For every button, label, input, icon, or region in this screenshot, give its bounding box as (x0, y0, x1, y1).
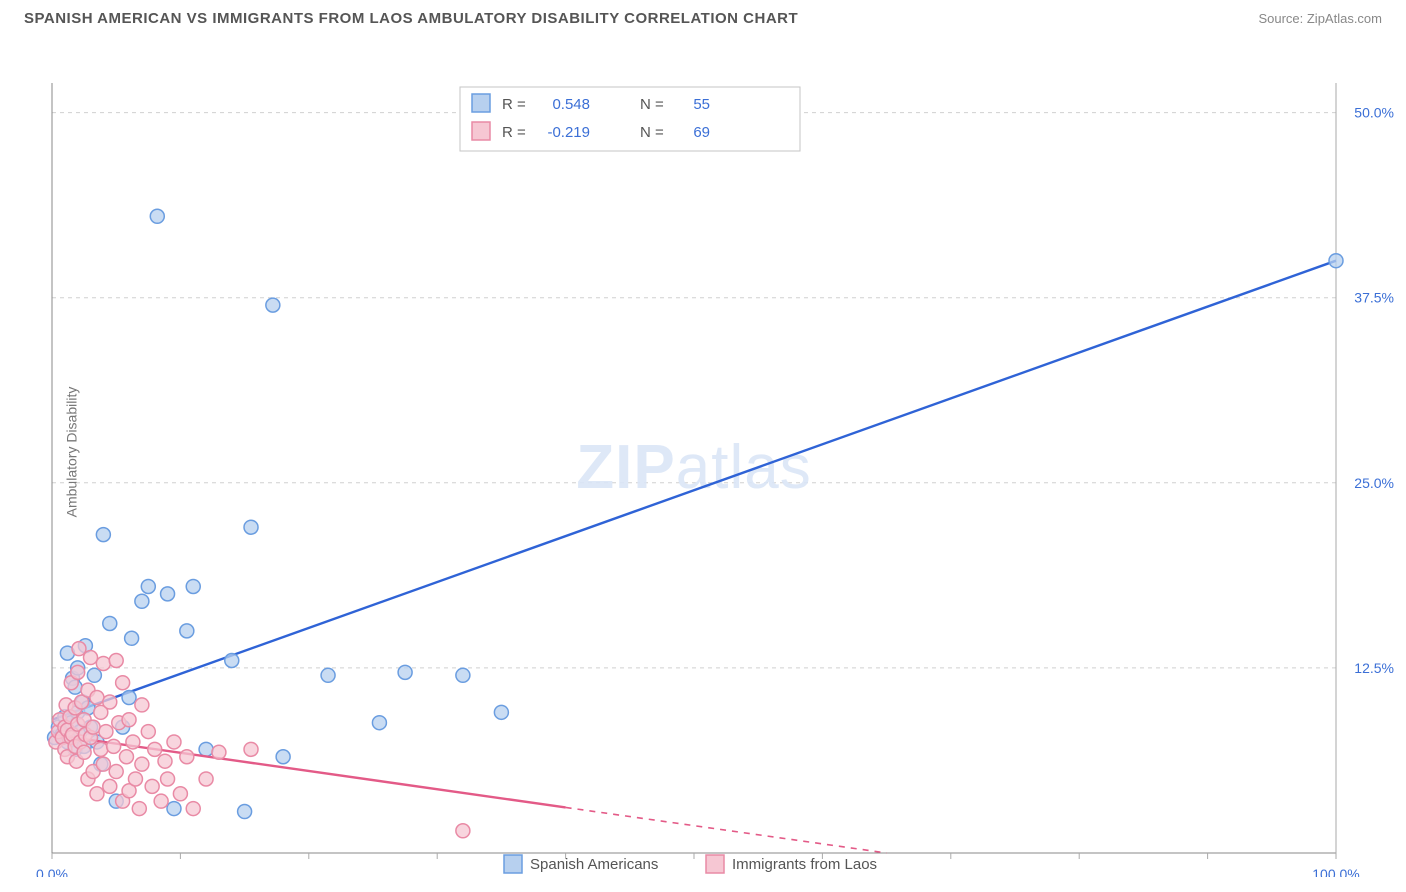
x-tick-label: 100.0% (1312, 866, 1359, 877)
chart-header: SPANISH AMERICAN VS IMMIGRANTS FROM LAOS… (0, 0, 1406, 27)
data-point (96, 757, 110, 771)
data-point (225, 654, 239, 668)
data-point (87, 668, 101, 682)
data-point (199, 742, 213, 756)
watermark-text: ZIPatlas (576, 433, 811, 502)
data-point (167, 802, 181, 816)
data-point (96, 528, 110, 542)
data-point (103, 779, 117, 793)
data-point (71, 665, 85, 679)
data-point (128, 772, 142, 786)
y-tick-label: 50.0% (1354, 105, 1394, 121)
data-point (372, 716, 386, 730)
data-point (96, 656, 110, 670)
legend-swatch (504, 855, 522, 873)
data-point (148, 742, 162, 756)
y-tick-label: 12.5% (1354, 660, 1394, 676)
data-point (456, 824, 470, 838)
legend-swatch (706, 855, 724, 873)
data-point (161, 587, 175, 601)
data-point (109, 765, 123, 779)
data-point (161, 772, 175, 786)
y-axis-label: Ambulatory Disability (63, 387, 79, 518)
data-point (72, 642, 86, 656)
data-point (1329, 254, 1343, 268)
source-attribution: Source: ZipAtlas.com (1258, 11, 1382, 26)
data-point (107, 739, 121, 753)
y-tick-label: 25.0% (1354, 475, 1394, 491)
data-point (173, 787, 187, 801)
data-point (244, 742, 258, 756)
data-point (90, 787, 104, 801)
data-point (109, 654, 123, 668)
legend-r-value: 0.548 (552, 96, 590, 113)
data-point (103, 695, 117, 709)
legend-r-label: R = (502, 124, 526, 141)
data-point (122, 691, 136, 705)
data-point (238, 805, 252, 819)
data-point (103, 616, 117, 630)
data-point (122, 713, 136, 727)
legend-n-value: 69 (693, 124, 710, 141)
trend-line (52, 261, 1336, 720)
legend-series-label: Immigrants from Laos (732, 856, 877, 873)
data-point (94, 742, 108, 756)
data-point (186, 802, 200, 816)
data-point (132, 802, 146, 816)
data-point (158, 754, 172, 768)
chart-title: SPANISH AMERICAN VS IMMIGRANTS FROM LAOS… (24, 10, 798, 27)
data-point (456, 668, 470, 682)
data-point (135, 698, 149, 712)
data-point (135, 757, 149, 771)
legend-n-label: N = (640, 96, 664, 113)
legend-series-label: Spanish Americans (530, 856, 658, 873)
data-point (244, 520, 258, 534)
data-point (276, 750, 290, 764)
data-point (186, 579, 200, 593)
legend-swatch (472, 94, 490, 112)
data-point (150, 209, 164, 223)
data-point (167, 735, 181, 749)
legend-n-value: 55 (693, 96, 710, 113)
data-point (398, 665, 412, 679)
chart-container: Ambulatory Disability ZIPatlas 0.0% 100.0%… (0, 27, 1406, 877)
legend-r-label: R = (502, 96, 526, 113)
data-point (125, 631, 139, 645)
x-tick-label: 0.0% (36, 866, 68, 877)
data-point (141, 579, 155, 593)
scatter-chart: ZIPatlas 0.0% 100.0% 12.5% 25.0% 37.5% 50.0% R … (0, 27, 1406, 877)
data-point (90, 691, 104, 705)
legend-r-value: -0.219 (547, 124, 590, 141)
data-point (141, 725, 155, 739)
data-point (180, 750, 194, 764)
data-point (199, 772, 213, 786)
data-point (84, 651, 98, 665)
data-point (321, 668, 335, 682)
data-point (266, 298, 280, 312)
data-point (212, 745, 226, 759)
data-point (180, 624, 194, 638)
data-point (99, 725, 113, 739)
data-point (119, 750, 133, 764)
legend-n-label: N = (640, 124, 664, 141)
data-point (116, 676, 130, 690)
data-point (86, 720, 100, 734)
data-point (145, 779, 159, 793)
source-prefix: Source: (1258, 11, 1306, 26)
data-point (154, 794, 168, 808)
y-tick-label: 37.5% (1354, 290, 1394, 306)
source-name: ZipAtlas.com (1307, 11, 1382, 26)
legend-swatch (472, 122, 490, 140)
trend-line-dashed (566, 807, 887, 853)
data-point (135, 594, 149, 608)
data-point (494, 705, 508, 719)
data-point (126, 735, 140, 749)
data-point (77, 745, 91, 759)
